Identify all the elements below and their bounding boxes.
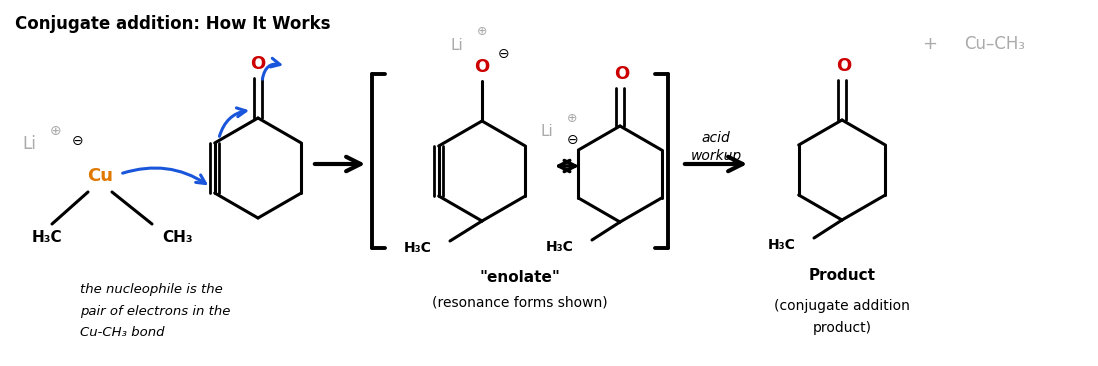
Text: ⊕: ⊕ [51, 124, 61, 138]
Text: O: O [474, 58, 490, 76]
Text: CH₃: CH₃ [163, 231, 192, 246]
Text: H₃C: H₃C [546, 240, 574, 254]
Text: Cu–CH₃: Cu–CH₃ [964, 35, 1026, 53]
Text: ⊖: ⊖ [567, 133, 579, 147]
Text: Li: Li [450, 37, 463, 52]
Text: (conjugate addition: (conjugate addition [774, 299, 910, 313]
Text: ⊕: ⊕ [477, 25, 488, 37]
Text: O: O [615, 65, 629, 83]
Text: product): product) [813, 321, 872, 335]
Text: H₃C: H₃C [769, 238, 796, 252]
Text: acid: acid [702, 131, 730, 145]
Text: the nucleophile is the: the nucleophile is the [80, 284, 223, 296]
Text: Cu-CH₃ bond: Cu-CH₃ bond [80, 325, 165, 339]
Text: ⊕: ⊕ [568, 112, 578, 124]
Text: "enolate": "enolate" [480, 270, 560, 285]
Text: workup: workup [691, 149, 741, 163]
Text: O: O [837, 57, 852, 75]
Text: H₃C: H₃C [32, 231, 63, 246]
Text: O: O [250, 55, 266, 73]
Text: Conjugate addition: How It Works: Conjugate addition: How It Works [15, 15, 330, 33]
Text: +: + [922, 35, 938, 53]
Text: Product: Product [808, 269, 875, 284]
Text: Cu: Cu [87, 167, 113, 185]
Text: (resonance forms shown): (resonance forms shown) [433, 295, 608, 309]
Text: ⊖: ⊖ [72, 134, 83, 148]
Text: Li: Li [540, 123, 552, 138]
Text: ⊖: ⊖ [498, 47, 509, 61]
Text: pair of electrons in the: pair of electrons in the [80, 305, 231, 317]
Text: H₃C: H₃C [404, 241, 432, 255]
Text: Li: Li [22, 135, 36, 153]
